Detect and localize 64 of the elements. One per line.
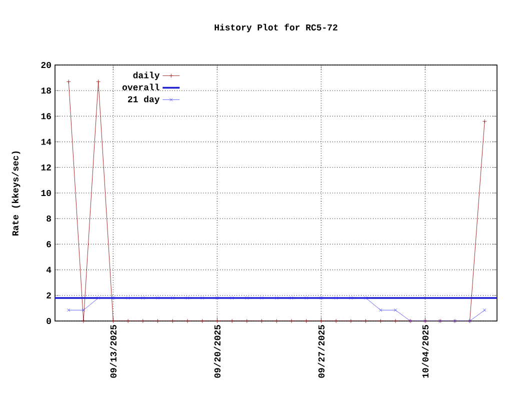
point [140,318,146,324]
point [275,296,278,300]
point [379,308,382,312]
y-tick-label: 0 [46,318,51,324]
y-tick-label: 14 [41,138,52,145]
point [170,318,175,324]
x-tick-label: 09/20/2025 [214,324,220,378]
y-tick-label: 4 [46,266,52,273]
point [260,296,264,300]
x-tick-label: 10/04/2025 [422,324,428,378]
y-tick-label: 6 [46,241,51,248]
x-tick-label: 09/13/2025 [110,324,116,378]
y-tick-label: 18 [41,88,52,94]
y-tick-label: 2 [46,292,51,298]
x-tick-label: 09/27/2025 [318,324,324,378]
point [82,308,86,312]
y-tick-label: 12 [41,164,51,170]
point [230,318,234,324]
point [349,296,353,300]
chart-title: History Plot for RC5-72 [214,24,338,32]
point [364,296,368,300]
point [185,318,190,324]
point [289,318,294,324]
point [304,318,309,324]
point [334,318,338,324]
point [216,296,219,300]
point [319,318,324,324]
point [348,318,354,324]
point [274,318,279,324]
y-axis-title: Rate (kkeys/sec) [12,151,20,236]
point [156,318,160,324]
point [96,296,100,300]
point [186,296,190,300]
point [393,318,398,324]
y-tick-label: 20 [41,62,51,68]
point [126,296,130,300]
point [200,318,205,324]
point [334,296,338,300]
point [141,296,145,300]
point [126,318,130,324]
point [245,296,249,300]
y-tick-label: 16 [41,113,51,120]
point [260,318,264,324]
point [171,296,174,300]
point [364,318,368,324]
y-tick-label: 8 [46,216,52,222]
point [230,296,234,300]
point [244,318,250,324]
point [156,296,160,300]
legend-label: 21 day [128,96,160,104]
point [394,308,398,312]
point [320,296,323,300]
point [215,318,220,324]
legend-label: daily [133,72,160,80]
legend-label: overall [122,84,160,90]
point [378,318,383,324]
y-tick-label: 10 [41,190,51,196]
point [200,296,204,300]
point [81,318,86,324]
point [304,296,308,300]
point [112,296,115,300]
point [96,79,101,84]
point [290,296,294,300]
point [111,318,116,324]
